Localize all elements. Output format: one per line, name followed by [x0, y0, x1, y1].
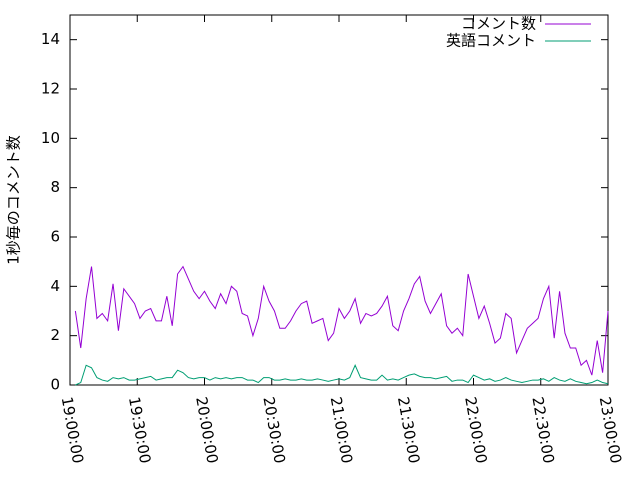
x-tick-label: 20:00:00 — [192, 395, 221, 464]
x-tick-label: 23:00:00 — [596, 395, 625, 464]
x-tick-label: 21:00:00 — [327, 395, 356, 464]
y-tick-label: 6 — [50, 228, 60, 246]
y-tick-label: 14 — [41, 30, 60, 48]
plot-border — [69, 14, 609, 386]
series-line — [74, 265, 609, 376]
y-tick-label: 8 — [50, 178, 60, 196]
x-tick-label: 21:30:00 — [394, 395, 423, 464]
x-tick-label: 19:00:00 — [58, 395, 87, 464]
x-tick-label: 22:00:00 — [461, 395, 490, 464]
y-tick-label: 4 — [50, 277, 60, 295]
y-axis-label: 1秒毎のコメント数 — [5, 135, 23, 265]
x-tick-label: 22:30:00 — [528, 395, 557, 464]
x-tick-label: 20:30:00 — [259, 395, 288, 464]
y-tick-label: 2 — [50, 326, 60, 344]
y-tick-label: 12 — [41, 80, 60, 98]
legend-label: コメント数 — [461, 15, 536, 33]
y-tick-label: 0 — [50, 376, 60, 394]
x-tick-label: 19:30:00 — [125, 395, 154, 464]
legend-label: 英語コメント — [446, 32, 536, 50]
series-line — [75, 364, 609, 386]
y-tick-label: 10 — [41, 129, 60, 147]
